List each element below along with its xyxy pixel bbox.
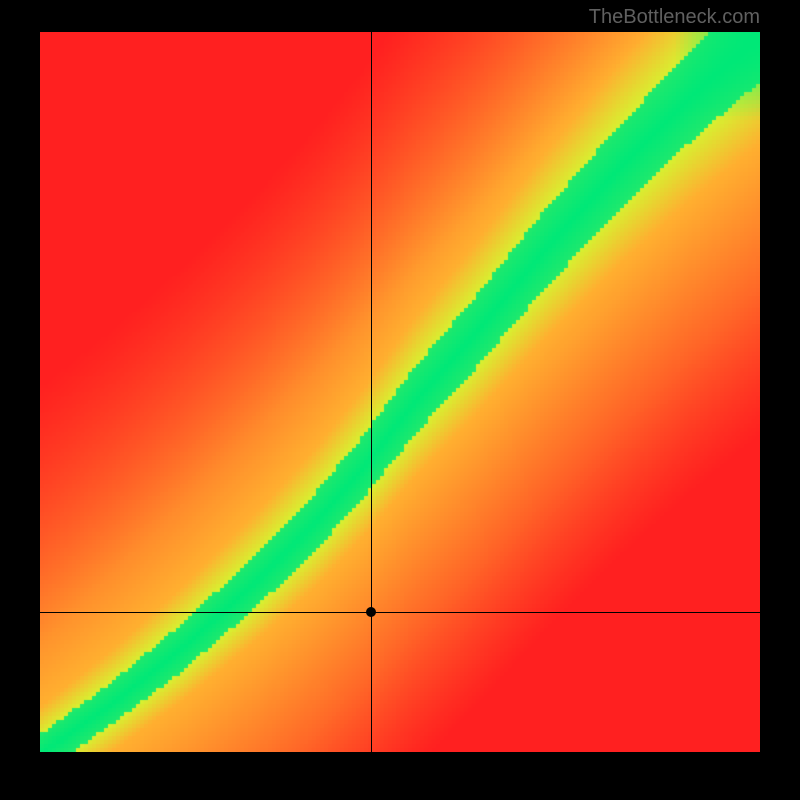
crosshair-vertical-line — [371, 32, 372, 752]
heatmap-canvas — [40, 32, 760, 752]
watermark-text: TheBottleneck.com — [589, 6, 760, 29]
bottleneck-heatmap — [40, 32, 760, 752]
crosshair-marker-dot — [366, 607, 376, 617]
crosshair-horizontal-line — [40, 612, 760, 613]
